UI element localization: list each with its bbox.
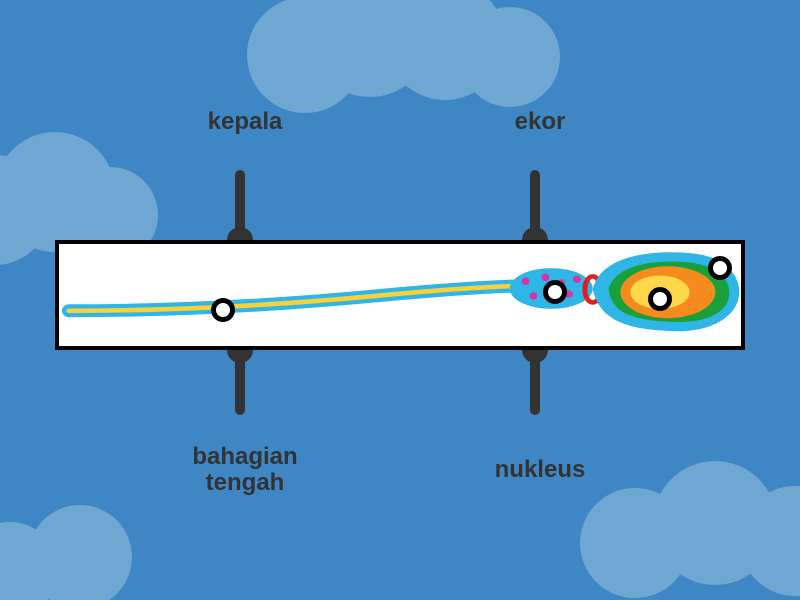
target-midpiece[interactable] <box>543 280 567 304</box>
cloud-label-text: kepala <box>208 109 283 135</box>
label-nukleus[interactable]: nukleus <box>425 415 655 525</box>
diagram-frame <box>55 240 745 350</box>
label-bahagian[interactable]: bahagian tengah <box>130 415 360 525</box>
sperm-diagram <box>59 244 741 346</box>
target-head[interactable] <box>708 256 732 280</box>
cloud-label-text: nukleus <box>495 457 586 483</box>
cloud-label-text: bahagian tengah <box>192 444 297 497</box>
cloud-label-text: ekor <box>515 109 566 135</box>
stage: kepala ekor bahagian tengah nukleus <box>0 0 800 600</box>
label-pin <box>530 350 540 415</box>
target-nucleus[interactable] <box>648 287 672 311</box>
label-pin <box>235 170 245 240</box>
label-ekor[interactable]: ekor <box>425 75 655 170</box>
label-pin <box>530 170 540 240</box>
label-pin <box>235 350 245 415</box>
label-kepala[interactable]: kepala <box>130 75 360 170</box>
target-tail[interactable] <box>211 298 235 322</box>
